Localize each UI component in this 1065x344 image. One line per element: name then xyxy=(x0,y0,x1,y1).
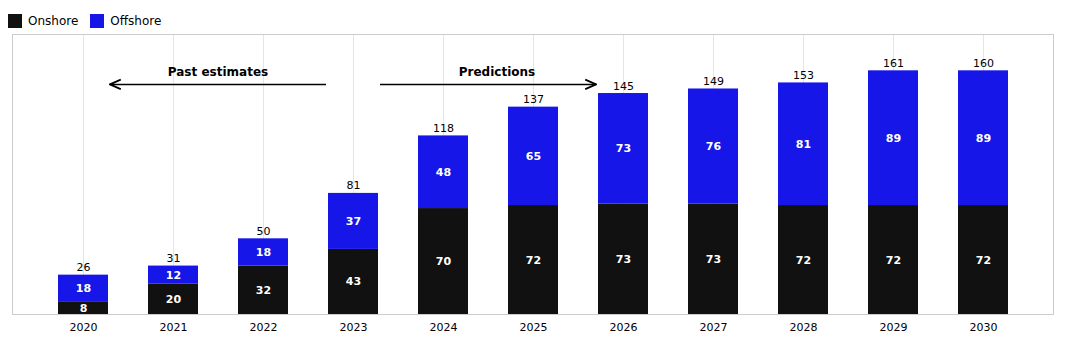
svg-text:32: 32 xyxy=(256,284,271,297)
svg-text:76: 76 xyxy=(706,140,722,153)
html-text:Offshore: Offshore xyxy=(110,13,162,28)
svg-text:2024: 2024 xyxy=(430,321,458,334)
svg-text:65: 65 xyxy=(526,150,541,163)
svg-text:161: 161 xyxy=(883,57,904,70)
svg-text:12: 12 xyxy=(166,269,181,282)
svg-text:Past estimates: Past estimates xyxy=(168,65,268,79)
svg-text:73: 73 xyxy=(616,142,631,155)
svg-text:Predictions: Predictions xyxy=(459,65,535,79)
svg-text:48: 48 xyxy=(436,166,451,179)
svg-text:160: 160 xyxy=(973,57,994,70)
svg-text:2020: 2020 xyxy=(70,321,98,334)
svg-text:73: 73 xyxy=(706,253,721,266)
svg-text:2023: 2023 xyxy=(340,321,368,334)
svg-text:8: 8 xyxy=(80,302,88,315)
svg-text:72: 72 xyxy=(886,254,901,267)
svg-text:43: 43 xyxy=(346,275,361,288)
svg-text:20: 20 xyxy=(166,293,182,306)
svg-text:2021: 2021 xyxy=(160,321,188,334)
svg-text:70: 70 xyxy=(436,255,452,268)
svg-text:31: 31 xyxy=(167,252,181,265)
svg-text:72: 72 xyxy=(526,254,541,267)
svg-text:2029: 2029 xyxy=(880,321,908,334)
svg-text:2030: 2030 xyxy=(970,321,998,334)
svg-text:50: 50 xyxy=(257,225,271,238)
svg-text:118: 118 xyxy=(433,122,454,135)
svg-text:81: 81 xyxy=(796,138,811,151)
svg-text:26: 26 xyxy=(77,261,91,274)
svg-text:2026: 2026 xyxy=(610,321,638,334)
svg-text:2028: 2028 xyxy=(790,321,818,334)
svg-text:37: 37 xyxy=(346,215,361,228)
svg-text:18: 18 xyxy=(76,282,91,295)
svg-text:137: 137 xyxy=(523,93,544,106)
svg-text:2025: 2025 xyxy=(520,321,548,334)
svg-text:2027: 2027 xyxy=(700,321,728,334)
svg-text:18: 18 xyxy=(256,246,271,259)
svg-text:89: 89 xyxy=(976,132,991,145)
svg-text:2022: 2022 xyxy=(250,321,278,334)
svg-text:153: 153 xyxy=(793,69,814,82)
svg-text:72: 72 xyxy=(796,254,811,267)
html-text:Onshore: Onshore xyxy=(28,13,79,28)
svg-text:81: 81 xyxy=(347,179,361,192)
svg-text:72: 72 xyxy=(976,254,991,267)
svg-text:149: 149 xyxy=(703,75,724,88)
svg-text:73: 73 xyxy=(616,253,631,266)
svg-text:89: 89 xyxy=(886,132,901,145)
svg-text:145: 145 xyxy=(613,80,634,93)
